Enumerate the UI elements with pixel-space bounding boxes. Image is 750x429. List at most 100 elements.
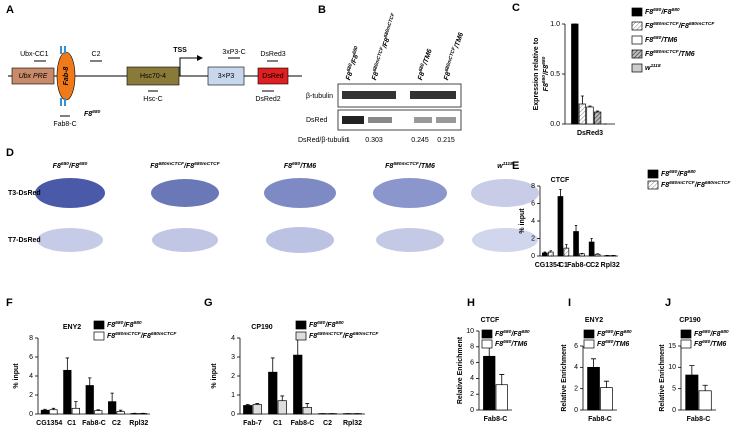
lane-label-part: 680: [418, 63, 426, 73]
legend-label-part: 680: [702, 329, 710, 335]
error-bar: [689, 365, 695, 376]
error-bar: [65, 357, 70, 371]
panel-letter: B: [318, 4, 326, 16]
allele-label-part: 680: [92, 109, 100, 115]
error-bar: [590, 358, 597, 368]
error-bar: [245, 404, 250, 406]
genotype-label-part: 1118: [503, 161, 513, 167]
y-axis-label: Relative Enrichment: [457, 336, 464, 404]
genotype-label-part: 680mCTCF: [194, 161, 221, 167]
bar: [542, 252, 548, 257]
bar: [293, 354, 303, 415]
panel-letter: E: [512, 160, 519, 172]
y-tick-label: 0: [531, 253, 535, 260]
genotype-label: F8680/F8680: [53, 161, 88, 170]
ratio-value: 0.245: [411, 137, 429, 144]
ratio-value: 0.303: [365, 137, 383, 144]
x-tick-label: CG1354: [36, 420, 62, 427]
legend-label-part: 680: [503, 339, 511, 345]
legend-label-part: F8: [694, 341, 702, 348]
chart-title: CP190: [251, 324, 273, 331]
panel-letter: H: [467, 297, 475, 309]
y-axis-label-part: 680: [541, 56, 547, 64]
bar: [600, 387, 613, 411]
bar: [557, 196, 564, 257]
y-tick-label: 1.0: [550, 21, 560, 28]
genotype-label-part: 680: [292, 161, 300, 167]
legend-label-part: F8: [597, 331, 605, 338]
chart-title: CP190: [679, 317, 701, 324]
legend-swatch: [631, 35, 643, 45]
y-tick-label: 8: [470, 344, 474, 351]
bar: [571, 23, 579, 125]
panel-letter: A: [6, 4, 14, 16]
bar: [243, 405, 253, 415]
legend-label: F8680/TM6: [597, 339, 629, 348]
error-bar: [51, 407, 56, 410]
diagram-label: 3×P3: [218, 73, 235, 80]
legend-label-part: /F8: [324, 322, 335, 329]
legend-label-part: /F8: [694, 182, 705, 189]
legend-label: F8680mCTCF/F8680mCTCF: [645, 21, 715, 30]
y-tick-label: 0.5: [550, 71, 560, 78]
chart-title: ENY2: [585, 317, 603, 324]
genotype-label: F8680/TM6: [284, 161, 316, 170]
y-tick-label: 0: [231, 411, 235, 418]
lane-label-part: 680: [346, 63, 354, 73]
legend-label: F8680/TM6: [694, 339, 726, 348]
legend-swatch: [631, 21, 643, 31]
bar: [302, 407, 312, 415]
legend-label: F8680mCTCF/F8680mCTCF: [107, 331, 177, 340]
legend-swatch: [631, 63, 643, 73]
legend-label-part: 680mCTCF: [705, 180, 732, 186]
error-bar: [565, 244, 568, 249]
x-tick-label: CG1354: [535, 262, 561, 269]
legend-label-part: F8: [645, 23, 653, 30]
legend-label: F8680/F8680: [645, 7, 680, 16]
legend-label: F8680mCTCF/TM6: [645, 49, 695, 58]
lane-label: F8680/TM6: [415, 48, 434, 82]
genotype-label-part: F8: [53, 163, 61, 170]
legend-label-part: F8: [495, 331, 503, 338]
bar: [94, 410, 103, 415]
genotype-label-part: /F8: [183, 163, 194, 170]
error-bar: [110, 392, 114, 402]
legend-label-part: 680: [605, 339, 613, 345]
panel-letter: C: [512, 2, 520, 14]
x-tick-label: Rpl32: [601, 262, 620, 269]
diagram-label: TSS: [173, 47, 187, 54]
y-tick-label: 6: [470, 359, 474, 366]
legend-label-part: 680: [317, 320, 325, 326]
x-tick-label: C2: [590, 262, 599, 269]
legend-label-part: F8: [645, 51, 653, 58]
x-tick-label: C1: [67, 420, 76, 427]
x-tick-label: Rpl32: [129, 420, 148, 427]
error-bar: [280, 395, 285, 401]
legend-label: F8680/F8680: [309, 320, 344, 329]
legend-label-part: F8: [107, 322, 115, 329]
genotype-label: w1118: [497, 161, 513, 170]
y-tick-label: 2: [470, 391, 474, 398]
bar: [547, 251, 554, 257]
legend-label-part: /F8: [122, 322, 133, 329]
legend-label-part: F8: [309, 322, 317, 329]
legend-label-part: 680: [335, 320, 343, 326]
legend-label-part: /TM6: [678, 51, 695, 58]
bar: [277, 400, 287, 415]
y-tick-label: 0.0: [550, 121, 560, 128]
diagram-label: Ubx PRE: [19, 73, 48, 80]
legend-label-part: F8: [495, 341, 503, 348]
legend-label-part: F8: [645, 37, 653, 44]
legend-label-part: /F8: [510, 331, 521, 338]
x-tick-label: C1: [273, 420, 282, 427]
error-bar: [574, 224, 578, 232]
row-label: β-tubulin: [306, 93, 333, 100]
legend-label-part: 680: [687, 169, 695, 175]
legend-label-part: 680: [503, 329, 511, 335]
genotype-label-part: /TM6: [299, 163, 316, 170]
allele-label-part: F8: [84, 111, 92, 118]
error-bar: [88, 377, 92, 386]
bar: [483, 355, 496, 411]
lane-label-part: /TM6: [422, 48, 434, 66]
legend-label-part: F8: [694, 331, 702, 338]
